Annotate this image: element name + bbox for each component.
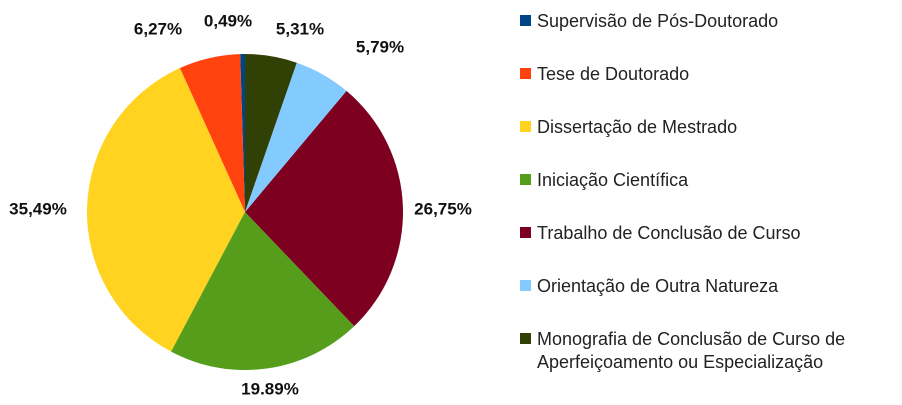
pie-slice — [245, 62, 347, 213]
legend-swatch — [520, 121, 531, 132]
legend-label: Monografia de Conclusão de Curso de Aper… — [537, 329, 846, 372]
legend-swatch — [520, 227, 531, 238]
legend-item: Dissertação de Mestrado — [520, 114, 900, 167]
pie-slice — [240, 54, 245, 212]
legend: Supervisão de Pós-Doutorado Tese de Douto… — [520, 8, 900, 379]
value-label: 5,31% — [276, 19, 324, 38]
chart: 0,49% 6,27% 35,49% 19.89% 26,75% 5,79% 5,31% — [9, 11, 472, 398]
value-label: 19.89% — [241, 379, 299, 398]
legend-swatch — [520, 333, 531, 344]
legend-swatch — [520, 15, 531, 26]
legend-item: Supervisão de Pós-Doutorado — [520, 8, 900, 61]
legend-label: Tese de Doutorado — [537, 64, 690, 84]
legend-item: Monografia de Conclusão de Curso de Aper… — [520, 326, 900, 379]
legend-swatch — [520, 68, 531, 79]
pie-slice — [179, 54, 245, 212]
legend-swatch — [520, 174, 531, 185]
pie-slice — [245, 54, 297, 212]
legend-item: Orientação de Outra Natureza — [520, 273, 900, 326]
pie-slice — [171, 212, 355, 370]
pie-slice — [87, 68, 245, 352]
legend-item: Tese de Doutorado — [520, 61, 900, 114]
legend-label: Trabalho de Conclusão de Curso — [537, 223, 801, 243]
legend-label: Iniciação Científica — [537, 170, 689, 190]
value-label: 0,49% — [204, 11, 252, 30]
legend-item: Iniciação Científica — [520, 167, 900, 220]
legend-label: Dissertação de Mestrado — [537, 117, 738, 137]
value-label: 6,27% — [134, 19, 182, 38]
value-label: 5,79% — [356, 37, 404, 56]
value-label: 26,75% — [414, 199, 472, 218]
legend-item: Trabalho de Conclusão de Curso — [520, 220, 900, 273]
pie-slice — [245, 90, 404, 327]
legend-swatch — [520, 280, 531, 291]
legend-label: Orientação de Outra Natureza — [537, 276, 779, 296]
value-label: 35,49% — [9, 199, 67, 218]
legend-label: Supervisão de Pós-Doutorado — [537, 11, 779, 31]
